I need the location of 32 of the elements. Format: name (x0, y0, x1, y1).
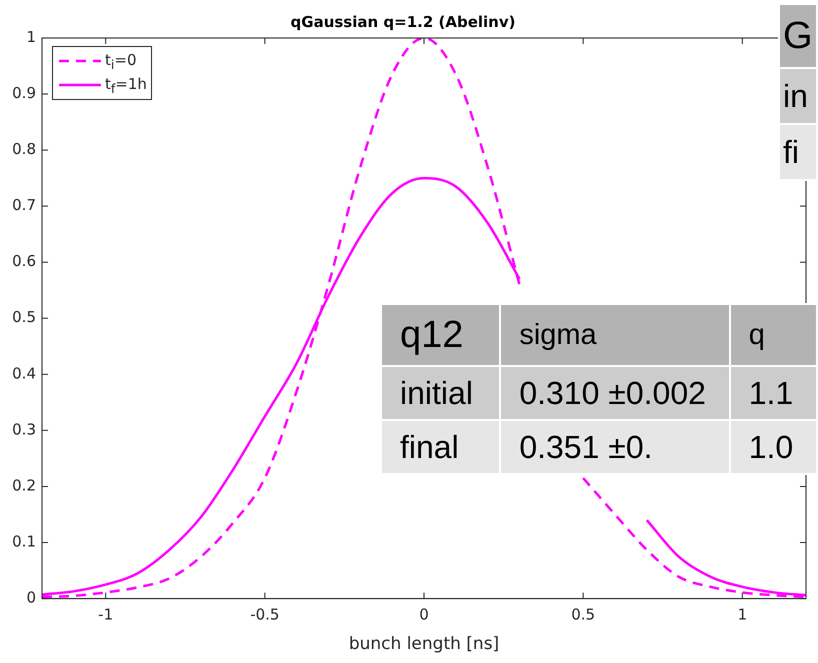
annotation: sigma (500, 304, 730, 366)
x-axis-title: bunch length [ns] (348, 634, 500, 654)
chart-title: qGaussian q=1.2 (Abelinv) (290, 12, 516, 31)
y-tick-label: 0.5 (12, 308, 36, 326)
y-tick-label: 0.2 (12, 476, 36, 494)
annotation: 0.351 ±0. (500, 420, 730, 474)
annotation: q (730, 304, 817, 366)
x-tick-label: 1 (738, 605, 748, 624)
x-tick-label: 0 (419, 605, 429, 624)
x-tick-label: 0.5 (571, 605, 596, 624)
y-tick-label: 1 (26, 28, 36, 46)
legend-label: t$_{f}$=1h (105, 74, 147, 96)
y-tick-label: 0.4 (12, 364, 36, 382)
y-tick-label: 0.7 (12, 196, 36, 214)
annotation: initial (381, 366, 500, 420)
legend-label: t$_{i}$=0 (105, 50, 136, 72)
y-tick-label: 0.6 (12, 252, 36, 270)
annotation: 0.310 ±0.002 (500, 366, 730, 420)
annotation: fi (779, 124, 817, 180)
annotation: in (779, 68, 817, 124)
annotation: G (779, 4, 817, 68)
y-tick-label: 0.8 (12, 140, 36, 158)
x-tick-label: -0.5 (250, 605, 280, 624)
annotation: 1.0 (730, 420, 817, 474)
x-tick-label: -1 (98, 605, 114, 624)
y-tick-label: 0 (26, 588, 36, 606)
y-tick-label: 0.9 (12, 84, 36, 102)
y-tick-label: 0.3 (12, 420, 36, 438)
annotation: final (381, 420, 500, 474)
annotation: 1.1 (730, 366, 817, 420)
annotation: q12 (381, 304, 500, 366)
y-tick-label: 0.1 (12, 532, 36, 550)
